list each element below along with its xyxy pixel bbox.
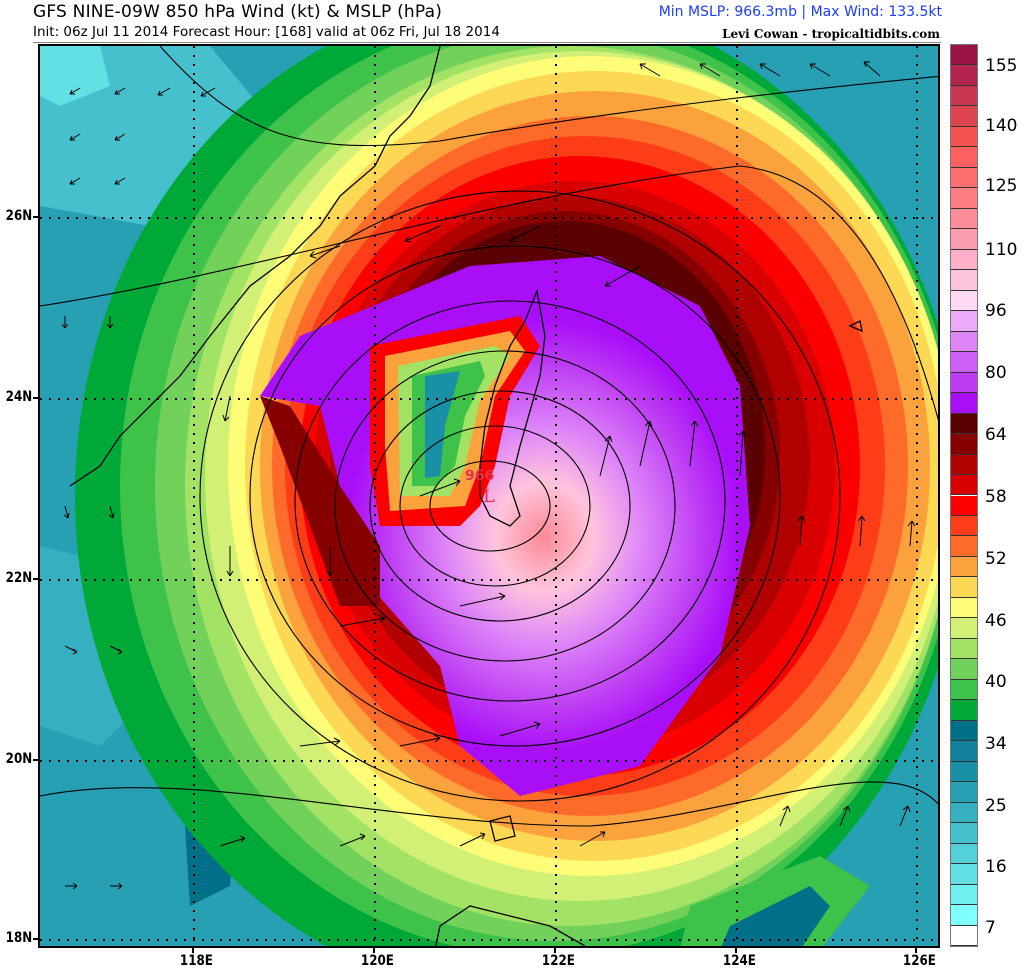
colorbar-bin — [951, 700, 977, 721]
colorbar-bin — [951, 802, 977, 824]
colorbar-label-34: 34 — [985, 734, 1007, 754]
lon-label-122e: 122E — [541, 953, 575, 969]
colorbar-bin — [951, 475, 977, 496]
colorbar-bin — [951, 556, 977, 578]
colorbar-bin — [951, 515, 977, 537]
colorbar-bin — [951, 352, 977, 373]
colorbar-label-80: 80 — [985, 363, 1007, 383]
colorbar-bin — [951, 495, 977, 516]
colorbar-bin — [951, 536, 977, 557]
colorbar-bin — [951, 679, 977, 701]
lon-tick — [915, 948, 917, 953]
lon-tick — [735, 948, 737, 953]
colorbar-label-58: 58 — [985, 487, 1007, 507]
colorbar-bin — [951, 393, 977, 414]
colorbar-bin — [951, 106, 977, 127]
lat-tick — [33, 578, 38, 580]
colorbar-bin — [951, 905, 977, 926]
colorbar-bin — [951, 85, 977, 107]
colorbar-bin — [951, 843, 977, 865]
colorbar-label-140: 140 — [985, 116, 1018, 136]
lat-label-20n: 20N — [5, 751, 32, 767]
chart-title: GFS NINE-09W 850 hPa Wind (kt) & MSLP (h… — [33, 2, 443, 22]
header-divider — [33, 42, 941, 43]
colorbar-bin — [951, 434, 977, 455]
colorbar-bin — [951, 167, 977, 189]
colorbar-bin — [951, 372, 977, 394]
colorbar-bin — [951, 577, 977, 598]
colorbar-bin — [951, 311, 977, 332]
lat-tick — [33, 216, 38, 218]
colorbar-bin — [951, 659, 977, 680]
colorbar-bin — [951, 823, 977, 844]
colorbar-bin — [951, 249, 977, 271]
colorbar-bin — [951, 618, 977, 639]
lon-label-126e: 126E — [902, 953, 936, 969]
lat-label-26n: 26N — [5, 208, 32, 224]
colorbar-bin — [951, 597, 977, 619]
lon-label-124e: 124E — [722, 953, 756, 969]
colorbar-bin — [951, 147, 977, 168]
colorbar-bin — [951, 884, 977, 906]
colorbar-bin — [951, 331, 977, 353]
lon-label-120e: 120E — [360, 953, 394, 969]
colorbar-bin — [951, 45, 977, 66]
lon-label-118e: 118E — [179, 953, 213, 969]
credit-text: Levi Cowan - tropicaltidbits.com — [722, 27, 940, 41]
lon-tick — [192, 948, 194, 953]
lat-label-24n: 24N — [5, 389, 32, 405]
colorbar-bin — [951, 208, 977, 230]
colorbar-bin — [951, 290, 977, 312]
colorbar-label-64: 64 — [985, 425, 1007, 445]
lat-tick — [33, 397, 38, 399]
colorbar-bin — [951, 270, 977, 291]
colorbar-bin — [951, 761, 977, 783]
colorbar-bin — [951, 638, 977, 660]
lat-tick — [33, 759, 38, 761]
colorbar-bin — [951, 454, 977, 475]
colorbar-bin — [951, 741, 977, 762]
wind-field-graphic: 966 L — [40, 46, 938, 946]
chart-subtitle: Init: 06z Jul 11 2014 Forecast Hour: [16… — [33, 24, 500, 40]
low-pressure-symbol: L — [483, 486, 495, 507]
colorbar-bin — [951, 925, 977, 946]
colorbar-bin — [951, 782, 977, 803]
lon-tick — [373, 948, 375, 953]
colorbar-label-16: 16 — [985, 857, 1007, 877]
lat-label-22n: 22N — [5, 570, 32, 586]
colorbar-label-110: 110 — [985, 240, 1018, 260]
colorbar-bin — [951, 413, 977, 435]
pressure-value-label: 966 — [465, 468, 494, 484]
lat-tick — [33, 938, 38, 940]
wind-map-plot: 966 L — [38, 44, 940, 948]
colorbar-label-46: 46 — [985, 611, 1007, 631]
colorbar-bin — [951, 864, 977, 885]
colorbar-bin — [951, 188, 977, 209]
colorbar-label-52: 52 — [985, 549, 1007, 569]
colorbar-label-25: 25 — [985, 796, 1007, 816]
colorbar-bin — [951, 720, 977, 742]
lat-label-18n: 18N — [5, 930, 32, 946]
colorbar-bin — [951, 65, 977, 86]
colorbar-label-125: 125 — [985, 176, 1018, 196]
colorbar-label-155: 155 — [985, 56, 1018, 76]
wind-speed-colorbar — [950, 44, 978, 947]
colorbar-label-7: 7 — [985, 918, 996, 938]
colorbar-label-96: 96 — [985, 301, 1007, 321]
colorbar-label-40: 40 — [985, 672, 1007, 692]
lon-tick — [554, 948, 556, 953]
summary-stats: Min MSLP: 966.3mb | Max Wind: 133.5kt — [658, 4, 942, 20]
colorbar-bin — [951, 229, 977, 250]
colorbar-bin — [951, 126, 977, 148]
